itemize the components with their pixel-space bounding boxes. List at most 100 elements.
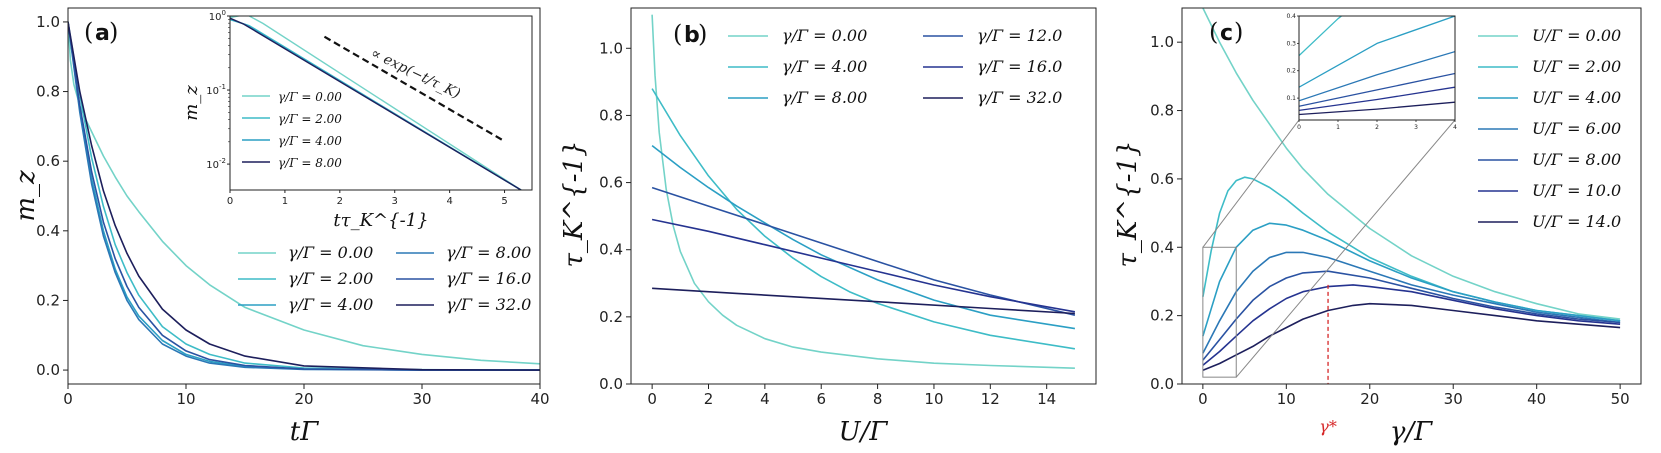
- panel-a-ytick-label: 0.6: [36, 152, 60, 170]
- zoom-connector-left: [1202, 119, 1300, 248]
- panel-a: 0 10 20 30 400.00.20.40.60.81.0 ( a ) tΓ m_z…: [11, 7, 550, 447]
- panel-c-xtick-label: 0: [1198, 390, 1208, 408]
- panel-c-series-line: [1202, 270, 1621, 361]
- panel-b-legend-label: γ/Γ = 4.00: [782, 57, 867, 76]
- inset-a-series-line: [230, 16, 522, 190]
- panel-a-legend-label: γ/Γ = 2.00: [288, 269, 373, 288]
- panel-b-label: b: [684, 23, 700, 48]
- panel-b-lines: [651, 14, 1076, 369]
- inset-c-ytick-label: 0.1: [1286, 95, 1296, 102]
- panel-c-label-open: (: [1209, 18, 1218, 46]
- panel-c-legend-label: U/Γ = 0.00: [1532, 26, 1621, 45]
- inset-a-legend: γ/Γ = 0.00 γ/Γ = 2.00 γ/Γ = 4.00 γ/Γ = 8.00: [242, 90, 342, 170]
- panel-c-xtick-label: 40: [1527, 390, 1546, 408]
- panel-c-series-line: [1202, 222, 1621, 337]
- inset-c-ytick-label: 0.2: [1286, 68, 1296, 75]
- panel-b-series-line: [651, 14, 1075, 369]
- panel-b-ytick-label: 0.4: [599, 241, 623, 259]
- panel-c-legend-label: U/Γ = 10.0: [1532, 181, 1621, 200]
- inset-a-lines: [230, 16, 522, 190]
- panel-a-label-open: (: [84, 18, 93, 46]
- panel-a-legend-label: γ/Γ = 8.00: [446, 243, 531, 262]
- panel-c-ylabel: τ_K^{-1}: [1113, 140, 1143, 267]
- panel-a-series-line: [68, 21, 540, 371]
- panel-b-series-line: [651, 186, 1076, 316]
- panel-c-legend-label: U/Γ = 6.00: [1532, 119, 1621, 138]
- panel-a-ticks: 0 10 20 30 400.00.20.40.60.81.0: [36, 13, 549, 408]
- inset-a-ytick-label: 10-2: [206, 157, 226, 171]
- panel-b-frame: [630, 7, 1097, 385]
- panel-b-legend-label: γ/Γ = 0.00: [782, 26, 867, 45]
- panel-c-frame: [1181, 7, 1642, 385]
- panel-a-xtick-label: 40: [530, 390, 549, 408]
- panel-b-series-line: [652, 287, 1075, 315]
- panel-c-xtick-label: 50: [1611, 390, 1630, 408]
- inset-a-xtick-label: 5: [501, 196, 507, 207]
- panel-c-label-close: ): [1234, 18, 1243, 46]
- inset-a-xlabel: tτ_K^{-1}: [333, 210, 428, 231]
- inset-a-legend-label: γ/Γ = 4.00: [278, 134, 342, 148]
- panel-b-series-line: [651, 144, 1076, 330]
- panel-b-ytick-label: 0.2: [599, 308, 623, 326]
- inset-c-xtick-label: 2: [1375, 124, 1379, 131]
- inset-a-legend-label: γ/Γ = 0.00: [278, 90, 342, 104]
- panel-a-xtick-label: 10: [176, 390, 195, 408]
- zoom-connector-right: [1235, 119, 1456, 378]
- panel-b-xtick-label: 12: [981, 390, 1000, 408]
- panel-c-legend-label: U/Γ = 2.00: [1532, 57, 1621, 76]
- panel-a-legend: γ/Γ = 0.00 γ/Γ = 2.00 γ/Γ = 4.00 γ/Γ = 8.00…: [238, 243, 531, 314]
- panel-a-series-line: [68, 21, 540, 371]
- panel-a-legend-label: γ/Γ = 32.0: [446, 295, 531, 314]
- panel-a-label: a: [95, 21, 110, 46]
- panel-c-xtick-label: 10: [1277, 390, 1296, 408]
- panel-c-lines: [1201, 8, 1621, 384]
- panel-a-ylabel: m_z: [11, 170, 41, 222]
- panel-c-ytick-label: 0.4: [1150, 238, 1174, 256]
- panel-b-ytick-label: 0.6: [599, 174, 623, 192]
- panel-c-legend: U/Γ = 0.00 U/Γ = 2.00 U/Γ = 4.00 U/Γ = 6.00…: [1478, 26, 1621, 231]
- panel-c-zoom: [1202, 119, 1456, 378]
- panel-c-label: c: [1220, 21, 1233, 46]
- inset-c-ytick-label: 0.4: [1286, 13, 1296, 20]
- panel-b-xtick-label: 6: [816, 390, 826, 408]
- inset-c-series-line: [1299, 16, 1455, 88]
- inset-a-ytick-label: 100: [209, 9, 226, 23]
- panel-a-ytick-label: 1.0: [36, 13, 60, 31]
- panel-a-legend-label: γ/Γ = 4.00: [288, 295, 373, 314]
- inset-a-frame: [229, 15, 533, 191]
- panel-b-legend-label: γ/Γ = 12.0: [977, 26, 1062, 45]
- zoom-box: [1202, 246, 1237, 378]
- inset-a-ytick-label: 10-1: [206, 83, 226, 97]
- panel-a-ytick-label: 0.4: [36, 222, 60, 240]
- inset-c-ticks: 0 1 2 3 4 0.1 0.2 0.3 0.4: [1286, 13, 1457, 131]
- panel-b-xtick-label: 10: [924, 390, 943, 408]
- panel-a-ytick-label: 0.0: [36, 361, 60, 379]
- panel-c-ytick-label: 0.6: [1150, 170, 1174, 188]
- inset-c-ytick-label: 0.3: [1286, 40, 1296, 47]
- panel-b-legend-label: γ/Γ = 8.00: [782, 88, 867, 107]
- panel-a-xtick-label: 0: [63, 390, 73, 408]
- panel-c: 0 10 20 30 40 500.00.20.40.60.81.0 ( c ) γ/Γ …: [1113, 7, 1642, 447]
- panel-b-xtick-label: 4: [760, 390, 770, 408]
- inset-a-exp-guide-line: [323, 35, 503, 141]
- panel-c-series-line: [1202, 302, 1621, 372]
- panel-b-ylabel: τ_K^{-1}: [559, 140, 589, 267]
- panel-a-lines: [68, 21, 540, 371]
- panel-b: 0 2 4 6 8 10 12 140.00.20.40.60.81.0 ( b ) U/Γ …: [559, 7, 1097, 447]
- panel-c-xtick-label: 20: [1360, 390, 1379, 408]
- panel-b-label-close: ): [698, 20, 707, 48]
- panel-c-xlabel: γ/Γ: [1390, 417, 1433, 447]
- inset-a-ticks: 0 1 2 3 4 5 100 10-1 10-2: [206, 9, 507, 207]
- panel-b-legend-label: γ/Γ = 16.0: [977, 57, 1062, 76]
- panel-b-xtick-label: 8: [873, 390, 883, 408]
- panel-b-series-line: [651, 218, 1076, 313]
- inset-a-xtick-label: 0: [227, 196, 233, 207]
- inset-c-xtick-label: 0: [1297, 124, 1301, 131]
- inset-a-xtick-label: 3: [392, 196, 398, 207]
- panel-a-xtick-label: 20: [294, 390, 313, 408]
- panel-b-xtick-label: 0: [647, 390, 657, 408]
- panel-b-xtick-label: 14: [1037, 390, 1056, 408]
- inset-a-ylabel: m_z: [181, 85, 202, 121]
